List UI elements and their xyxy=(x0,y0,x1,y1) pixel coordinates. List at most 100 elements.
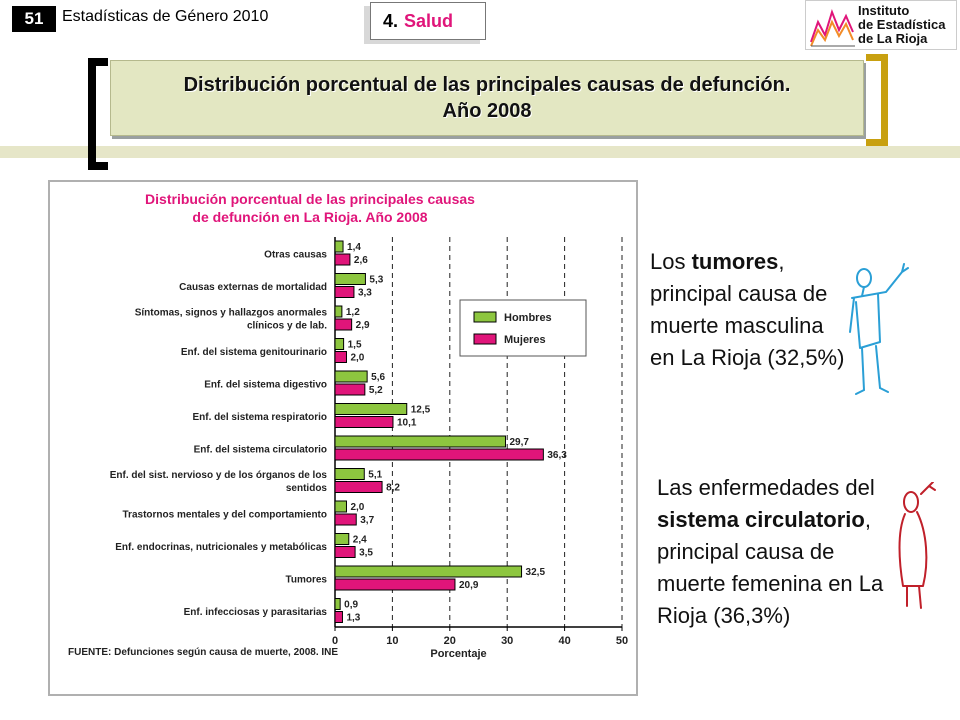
man-figure-icon xyxy=(849,263,909,395)
bar-hombres xyxy=(334,403,408,415)
section-tab: 4. Salud xyxy=(370,2,486,40)
category-label: Causas externas de mortalidad xyxy=(179,282,327,293)
x-tick-label: 30 xyxy=(501,635,513,647)
bar-mujeres xyxy=(334,318,353,331)
x-tick-label: 0 xyxy=(332,635,338,647)
logo-line: de Estadística xyxy=(858,17,946,32)
bar-mujeres xyxy=(334,253,351,266)
bar-hombres xyxy=(334,305,343,318)
bar-mujeres xyxy=(334,611,343,623)
data-label: 1,2 xyxy=(346,307,360,318)
x-tick-label: 40 xyxy=(558,635,570,647)
data-label: 1,4 xyxy=(347,242,361,253)
bar-chart: Distribución porcentual de las principal… xyxy=(68,191,628,660)
data-label: 5,1 xyxy=(368,470,382,481)
annotation-men-bold: tumores xyxy=(691,249,779,274)
bar-hombres xyxy=(334,468,365,480)
bar-hombres xyxy=(334,435,506,448)
data-label: 32,5 xyxy=(526,567,546,578)
data-label: 3,3 xyxy=(358,288,372,299)
annotation-women-pre: Las enfermedades del xyxy=(657,475,875,500)
data-label: 12,5 xyxy=(411,405,431,416)
bar-hombres xyxy=(334,565,523,578)
category-label: Enf. del sistema digestivo xyxy=(204,379,327,390)
annotation-men-post: , principal causa de muerte masculina en… xyxy=(650,249,845,370)
publication-title: Estadísticas de Género 2010 xyxy=(62,8,269,25)
chart-source: FUENTE: Defunciones según causa de muert… xyxy=(68,647,338,658)
logo-text: Instituto de Estadística de La Rioja xyxy=(858,4,945,46)
category-label: Enf. del sistema circulatorio xyxy=(194,444,327,455)
bar-mujeres xyxy=(334,416,394,428)
legend-label: Mujeres xyxy=(504,334,546,346)
category-label: Trastornos mentales y del comportamiento xyxy=(123,509,328,520)
logo-line: Instituto xyxy=(858,3,910,18)
decorative-band xyxy=(0,146,960,158)
bar-hombres xyxy=(334,500,347,513)
legend-box xyxy=(459,299,587,357)
right-bracket xyxy=(866,54,888,146)
data-label: 2,0 xyxy=(350,353,364,364)
data-label: 2,9 xyxy=(356,320,370,331)
bar-mujeres xyxy=(334,448,544,461)
data-label: 29,7 xyxy=(509,437,529,448)
bar-hombres xyxy=(334,598,341,610)
section-number: 4. xyxy=(383,10,399,31)
woman-figure-icon xyxy=(898,482,936,609)
category-label: Enf. endocrinas, nutricionales y metaból… xyxy=(115,542,327,553)
category-label: Enf. infecciosas y parasitarias xyxy=(184,607,328,618)
slide-title: Distribución porcentual de las principal… xyxy=(110,60,864,136)
data-label: 5,6 xyxy=(371,372,385,383)
category-label: Síntomas, signos y hallazgos anormales xyxy=(135,307,328,318)
bar-mujeres xyxy=(334,351,347,363)
page-number: 51 xyxy=(12,6,56,32)
legend-swatch xyxy=(473,311,497,323)
category-label: Enf. del sistema respiratorio xyxy=(193,412,328,423)
bar-hombres xyxy=(334,338,345,350)
data-label: 2,4 xyxy=(353,535,367,546)
data-label: 5,2 xyxy=(369,385,383,396)
bar-hombres xyxy=(334,240,344,253)
data-label: 3,5 xyxy=(359,548,373,559)
category-label: Enf. del sistema genitourinario xyxy=(181,347,327,358)
bar-mujeres xyxy=(334,513,357,526)
chart-frame: Distribución porcentual de las principal… xyxy=(48,180,638,696)
category-label: Otras causas xyxy=(264,249,327,260)
annotation-women-post: , principal causa de muerte femenina en … xyxy=(657,507,884,628)
data-label: 2,6 xyxy=(354,255,368,266)
data-label: 36,3 xyxy=(547,450,567,461)
bar-mujeres xyxy=(334,481,383,493)
logo-chart-icon xyxy=(810,8,855,47)
x-axis-title: Porcentaje xyxy=(430,648,486,660)
data-label: 10,1 xyxy=(397,418,417,429)
data-label: 20,9 xyxy=(459,580,479,591)
category-label: clínicos y de lab. xyxy=(247,320,327,331)
x-tick-label: 50 xyxy=(616,635,628,647)
chart-title-line: de defunción en La Rioja. Año 2008 xyxy=(192,209,427,225)
annotation-men-pre: Los xyxy=(650,249,692,274)
annotation-women-bold: sistema circulatorio xyxy=(657,507,865,532)
annotation-women: Las enfermedades del sistema circulatori… xyxy=(657,472,897,632)
data-label: 1,5 xyxy=(348,340,362,351)
institute-logo: Instituto de Estadística de La Rioja xyxy=(805,0,957,50)
bar-hombres xyxy=(334,273,366,285)
section-name: Salud xyxy=(404,10,454,31)
data-label: 3,7 xyxy=(360,515,374,526)
bar-mujeres xyxy=(334,286,355,298)
bar-mujeres xyxy=(334,578,456,591)
bar-hombres xyxy=(334,533,350,545)
chart-title-line: Distribución porcentual de las principal… xyxy=(145,191,475,207)
legend-label: Hombres xyxy=(504,312,552,324)
left-bracket xyxy=(88,58,108,170)
data-label: 0,9 xyxy=(344,600,358,611)
data-label: 5,3 xyxy=(369,275,383,286)
category-label: Tumores xyxy=(286,574,328,585)
bar-mujeres xyxy=(334,383,366,396)
x-tick-label: 20 xyxy=(444,635,456,647)
annotation-men: Los tumores, principal causa de muerte m… xyxy=(650,246,845,374)
category-label: sentidos xyxy=(286,483,328,494)
legend-swatch xyxy=(473,333,497,345)
x-tick-label: 10 xyxy=(386,635,398,647)
bar-hombres xyxy=(334,370,368,383)
data-label: 1,3 xyxy=(346,613,360,624)
slide-title-line2: Año 2008 xyxy=(442,100,532,122)
